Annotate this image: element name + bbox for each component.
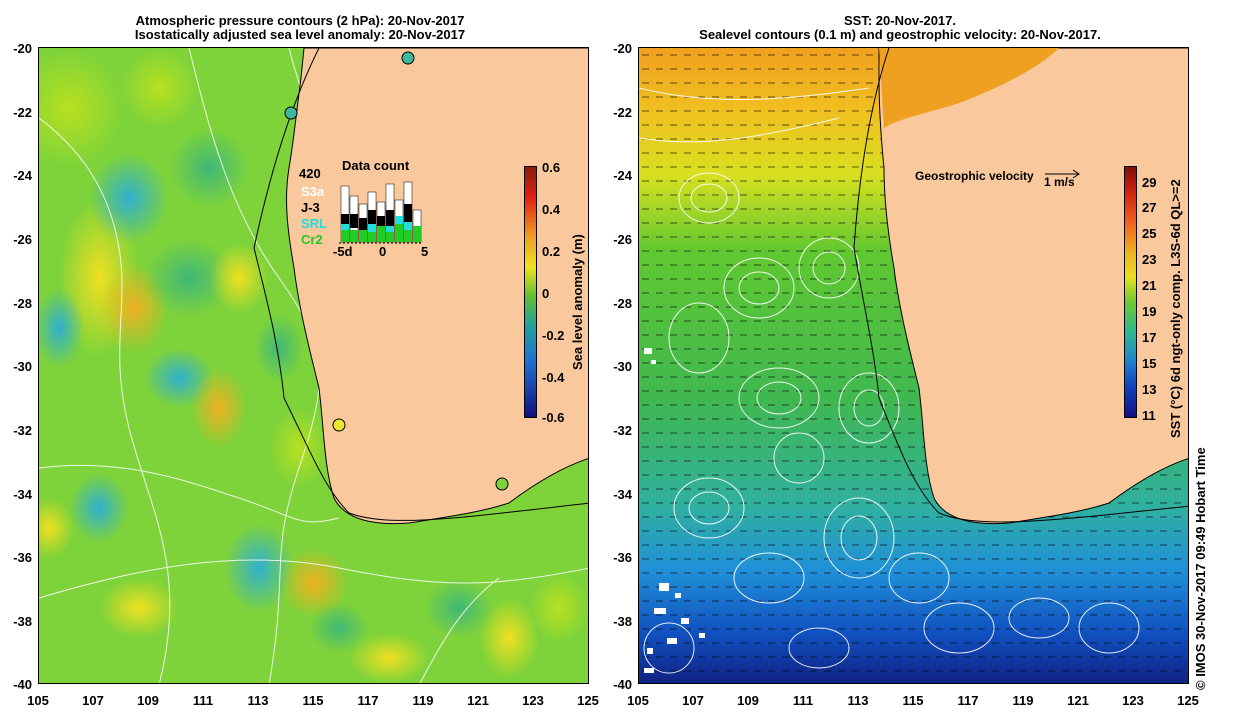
sst-cbar-tick: 25: [1142, 226, 1157, 241]
sst-cbar-tick: 21: [1142, 278, 1157, 293]
left-y-tick: -24: [13, 168, 32, 183]
velocity-arrow-icon: [1045, 169, 1080, 179]
data-count-total: 420: [299, 166, 321, 181]
right-y-tick: -40: [613, 677, 632, 692]
velocity-legend-label: Geostrophic velocity: [915, 169, 1034, 183]
left-x-tick: 105: [27, 693, 49, 708]
right-y-tick: -30: [613, 359, 632, 374]
sst-cbar-tick: 17: [1142, 330, 1157, 345]
sst-cbar-tick: 27: [1142, 200, 1157, 215]
right-x-tick: 117: [957, 693, 979, 708]
right-x-tick: 125: [1177, 693, 1199, 708]
left-x-tick: 111: [192, 693, 214, 708]
left-y-tick: -22: [13, 105, 32, 120]
right-y-tick: -32: [613, 423, 632, 438]
sea-level-anomaly-map: 420 Data count S3a J-3 SRL Cr2: [38, 47, 589, 684]
sla-cbar-tick: 0: [542, 286, 550, 301]
sst-map: Geostrophic velocity 1 m/s 29 27 25 23 2…: [638, 47, 1189, 684]
right-x-tick: 107: [682, 693, 704, 708]
station-marker: [401, 51, 415, 65]
sla-cbar-tick: -0.6: [542, 410, 565, 425]
data-count-title: Data count: [342, 158, 410, 173]
sst-map-graphic: [639, 48, 1188, 683]
left-x-tick: 107: [82, 693, 104, 708]
right-title-line2: Sealevel contours (0.1 m) and geostrophi…: [699, 27, 1101, 42]
sla-cbar-tick: -0.2: [542, 328, 565, 343]
left-y-tick: -34: [13, 487, 32, 502]
left-x-tick: 125: [577, 693, 599, 708]
sst-cbar-tick: 29: [1142, 175, 1157, 190]
sst-cbar-tick: 15: [1142, 356, 1157, 371]
right-x-tick: 115: [902, 693, 924, 708]
sst-cbar-tick: 13: [1142, 382, 1157, 397]
sla-map-graphic: [39, 48, 588, 683]
sst-cbar-tick: 19: [1142, 304, 1157, 319]
sst-cbar-tick: 11: [1142, 408, 1156, 423]
data-count-bars: [339, 181, 423, 244]
left-y-tick: -30: [13, 359, 32, 374]
right-x-tick: 111: [792, 693, 814, 708]
left-x-tick: 121: [467, 693, 489, 708]
right-x-tick: 121: [1067, 693, 1089, 708]
sla-cbar-tick: 0.4: [542, 202, 561, 217]
left-x-tick: 119: [412, 693, 434, 708]
left-y-tick: -38: [13, 614, 32, 629]
left-x-tick: 115: [302, 693, 324, 708]
right-y-tick: -26: [613, 232, 632, 247]
right-y-tick: -34: [613, 487, 632, 502]
left-y-tick: -28: [13, 296, 32, 311]
right-x-tick: 123: [1122, 693, 1144, 708]
right-y-tick: -36: [613, 550, 632, 565]
data-count-inset: 420 Data count S3a J-3 SRL Cr2: [287, 156, 435, 260]
velocity-scale-label: 1 m/s: [1044, 175, 1075, 189]
sla-cbar-label: Sea level anomaly (m): [570, 234, 585, 370]
left-y-tick: -20: [13, 41, 32, 56]
left-y-tick: -26: [13, 232, 32, 247]
station-marker: [284, 106, 298, 120]
right-y-tick: -28: [613, 296, 632, 311]
sat-label-srl: SRL: [301, 216, 327, 231]
data-count-tick: -5d: [333, 244, 353, 259]
right-x-tick: 109: [737, 693, 759, 708]
sst-cbar-label: SST (°C) 6d ngt-only comp. L3S-6d QL>=2: [1168, 179, 1183, 438]
sla-cbar-tick: 0.2: [542, 244, 561, 259]
right-x-tick: 113: [847, 693, 869, 708]
sla-cbar-tick: -0.4: [542, 370, 565, 385]
data-count-tick: 5: [421, 244, 429, 259]
left-y-tick: -32: [13, 423, 32, 438]
station-marker: [332, 418, 346, 432]
left-x-tick: 123: [522, 693, 544, 708]
right-title-line1: SST: 20-Nov-2017.: [844, 13, 956, 28]
left-title-line1: Atmospheric pressure contours (2 hPa): 2…: [135, 13, 465, 28]
left-title-line2: Isostatically adjusted sea level anomaly…: [134, 27, 466, 42]
sla-colorbar: [524, 166, 537, 418]
station-marker: [495, 477, 509, 491]
sst-cbar-tick: 23: [1142, 252, 1157, 267]
left-x-tick: 117: [357, 693, 379, 708]
right-x-tick: 119: [1012, 693, 1034, 708]
sat-label-j3: J-3: [301, 200, 320, 215]
imos-credit: © IMOS 30-Nov-2017 09:49 Hobart Time: [1193, 447, 1208, 690]
right-y-tick: -24: [613, 168, 632, 183]
left-y-tick: -36: [13, 550, 32, 565]
left-x-tick: 109: [137, 693, 159, 708]
sat-label-s3a: S3a: [301, 184, 325, 199]
left-x-tick: 113: [247, 693, 269, 708]
right-y-tick: -20: [613, 41, 632, 56]
sla-cbar-tick: 0.6: [542, 160, 561, 175]
sst-colorbar: [1124, 166, 1137, 418]
left-y-tick: -40: [13, 677, 32, 692]
right-x-tick: 105: [627, 693, 649, 708]
sat-label-cr2: Cr2: [301, 232, 323, 247]
right-y-tick: -38: [613, 614, 632, 629]
right-y-tick: -22: [613, 105, 632, 120]
data-count-tick: 0: [379, 244, 387, 259]
